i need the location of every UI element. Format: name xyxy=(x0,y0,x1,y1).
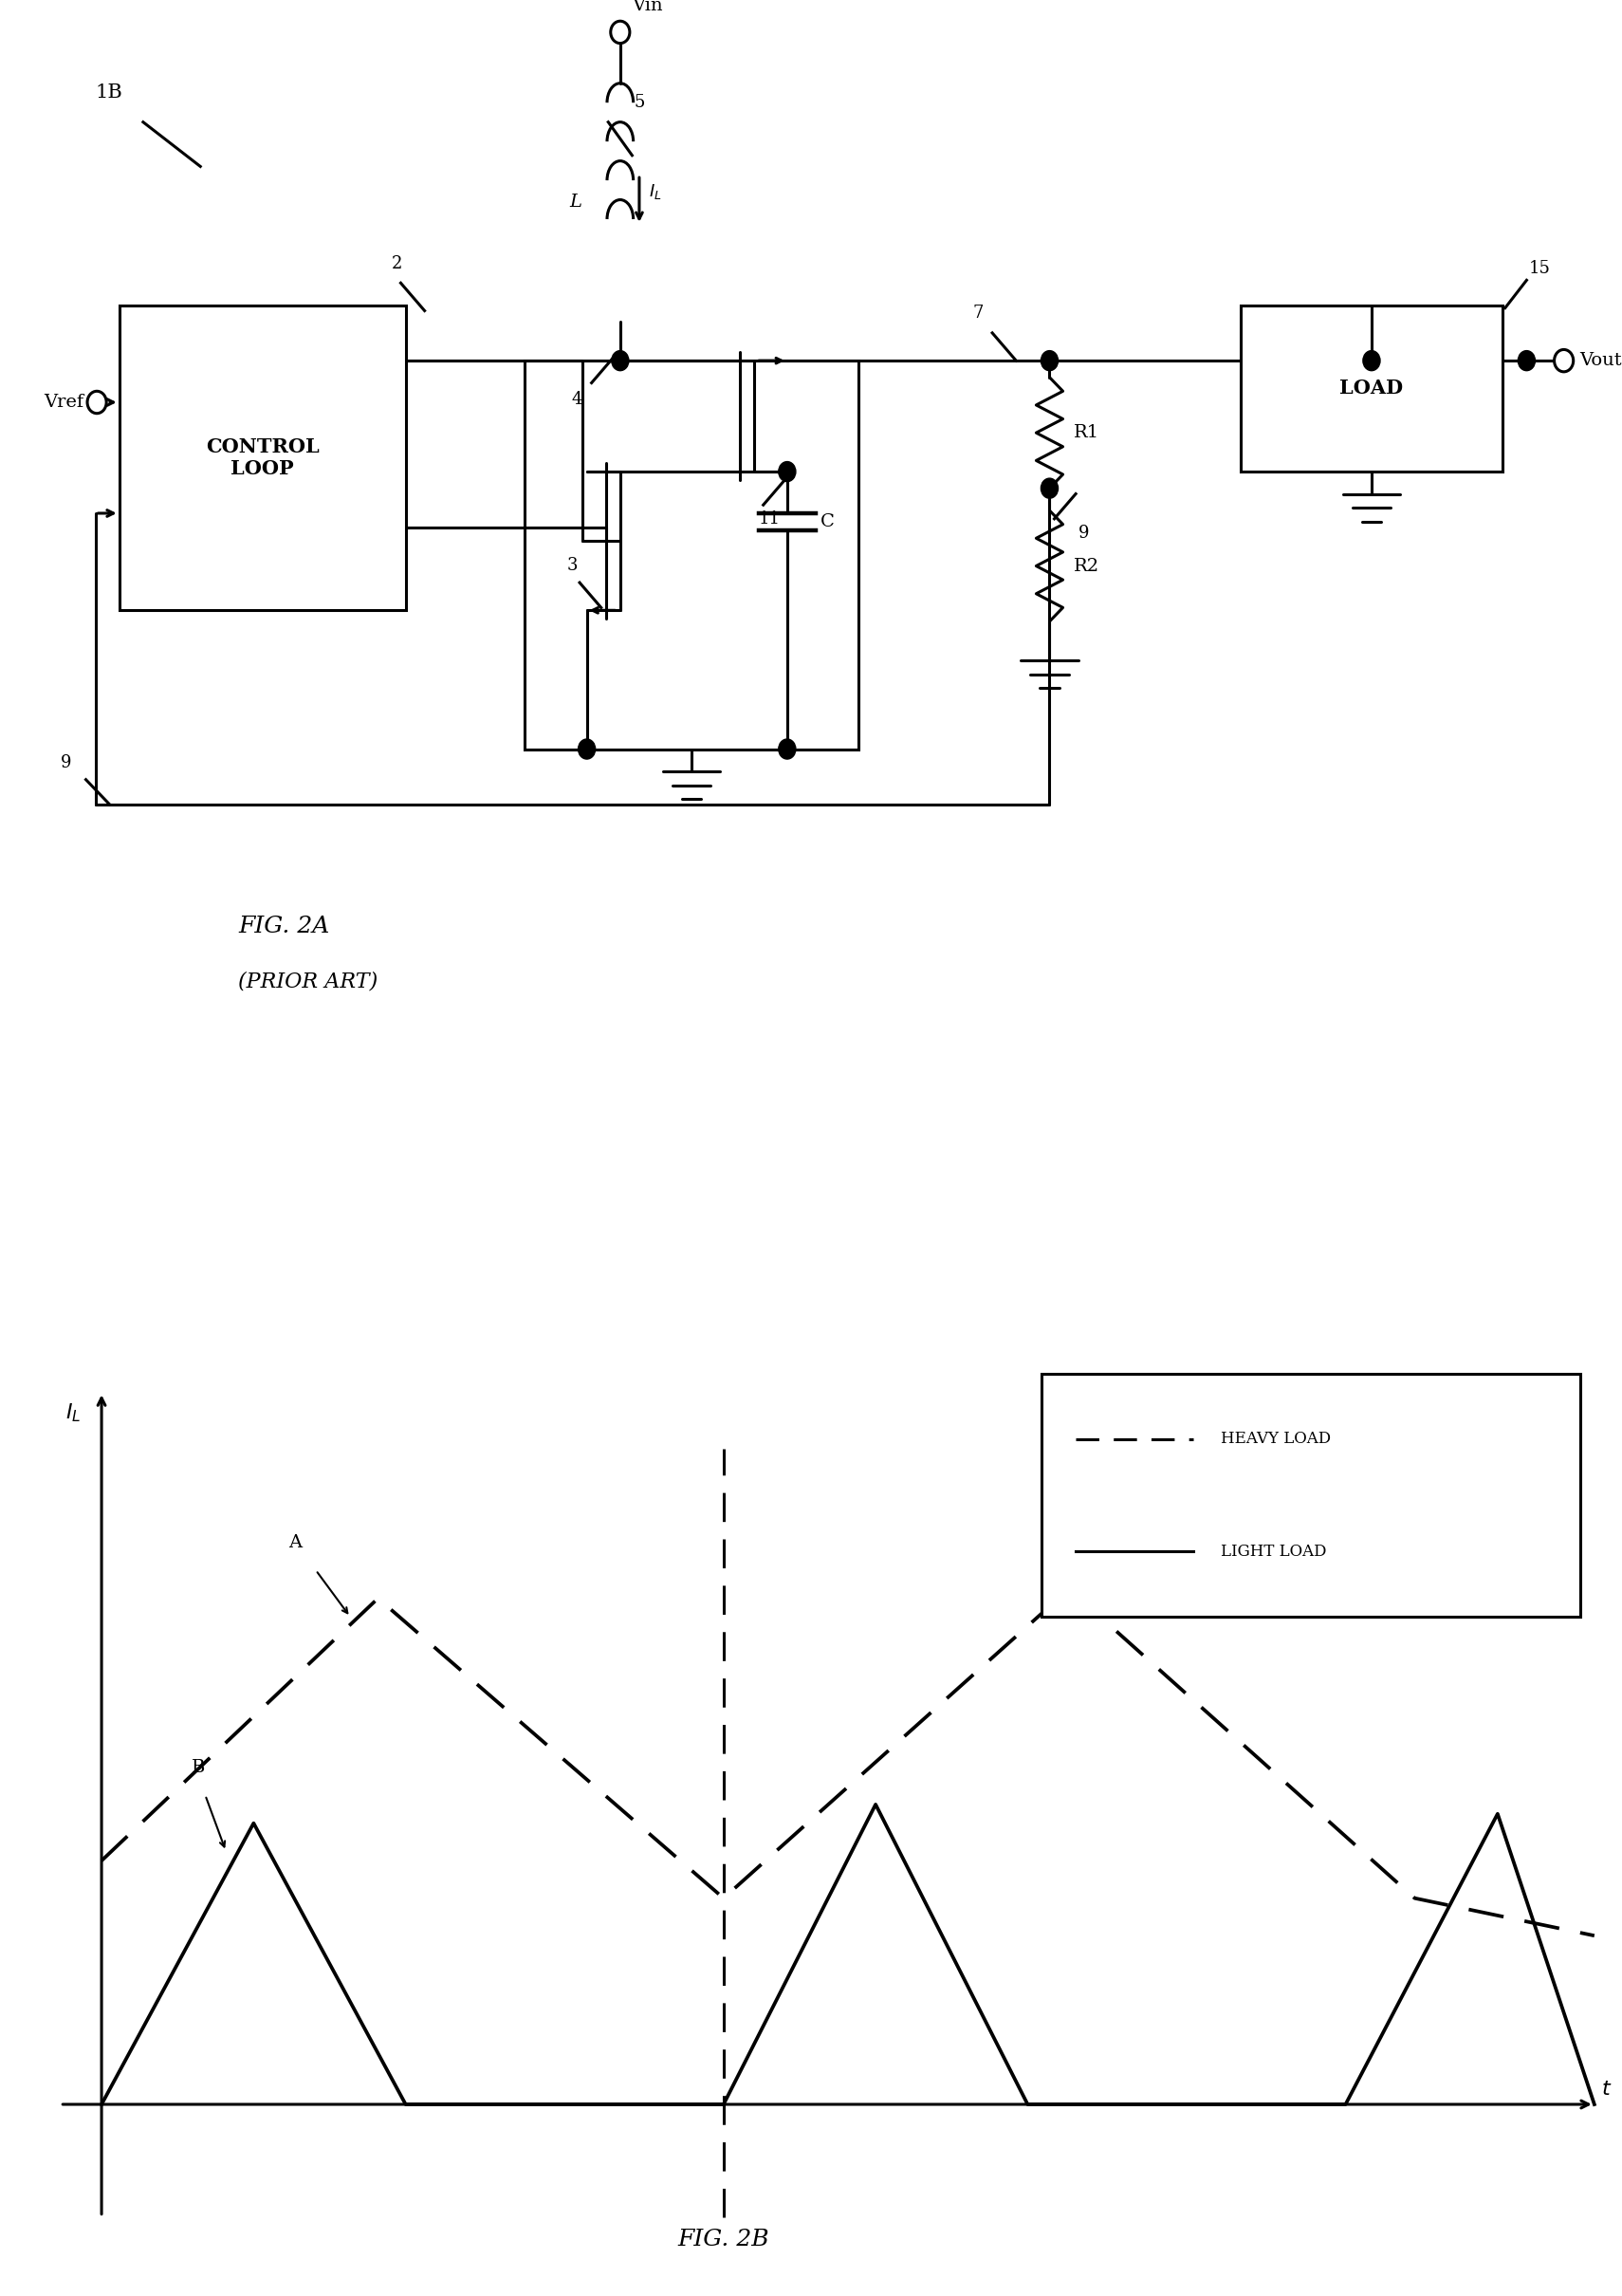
Text: FIG. 2A: FIG. 2A xyxy=(238,916,329,937)
Text: A: A xyxy=(289,1534,302,1552)
Circle shape xyxy=(611,351,629,370)
Circle shape xyxy=(1041,478,1058,498)
Text: Vin: Vin xyxy=(633,0,663,14)
Bar xyxy=(1041,1373,1580,1616)
Text: 7: 7 xyxy=(973,305,983,321)
Text: LIGHT LOAD: LIGHT LOAD xyxy=(1221,1543,1327,1559)
Text: FIG. 2B: FIG. 2B xyxy=(678,2229,769,2250)
Text: 5: 5 xyxy=(634,94,646,110)
Text: 4: 4 xyxy=(573,390,582,409)
Circle shape xyxy=(779,739,796,760)
Circle shape xyxy=(1554,349,1573,372)
Text: Vref: Vref xyxy=(44,393,83,411)
Circle shape xyxy=(779,461,796,482)
Circle shape xyxy=(1518,351,1534,370)
Text: 11: 11 xyxy=(759,510,780,528)
Text: $t$: $t$ xyxy=(1601,2078,1612,2101)
Text: L: L xyxy=(569,193,582,211)
Text: Vout: Vout xyxy=(1580,351,1622,370)
Circle shape xyxy=(88,390,107,413)
Text: $I_L$: $I_L$ xyxy=(65,1401,81,1424)
Circle shape xyxy=(610,21,629,44)
Text: (PRIOR ART): (PRIOR ART) xyxy=(238,971,378,992)
Bar xyxy=(526,360,858,748)
Text: 3: 3 xyxy=(568,558,577,574)
Circle shape xyxy=(1362,351,1380,370)
Text: LOAD: LOAD xyxy=(1340,379,1403,397)
Bar xyxy=(120,305,406,611)
Circle shape xyxy=(1041,351,1058,370)
Text: C: C xyxy=(821,512,835,530)
Text: 1B: 1B xyxy=(96,83,123,101)
Text: CONTROL
LOOP: CONTROL LOOP xyxy=(206,436,320,478)
Text: R2: R2 xyxy=(1074,558,1100,574)
Text: 2: 2 xyxy=(391,255,402,271)
Bar xyxy=(1241,305,1502,471)
Text: HEAVY LOAD: HEAVY LOAD xyxy=(1221,1430,1332,1446)
Text: B: B xyxy=(191,1759,204,1777)
Text: 9: 9 xyxy=(60,753,71,771)
Text: 15: 15 xyxy=(1530,259,1551,278)
Circle shape xyxy=(577,739,595,760)
Text: $I_L$: $I_L$ xyxy=(649,181,662,202)
Text: R1: R1 xyxy=(1074,425,1100,441)
Text: 9: 9 xyxy=(1079,523,1088,542)
